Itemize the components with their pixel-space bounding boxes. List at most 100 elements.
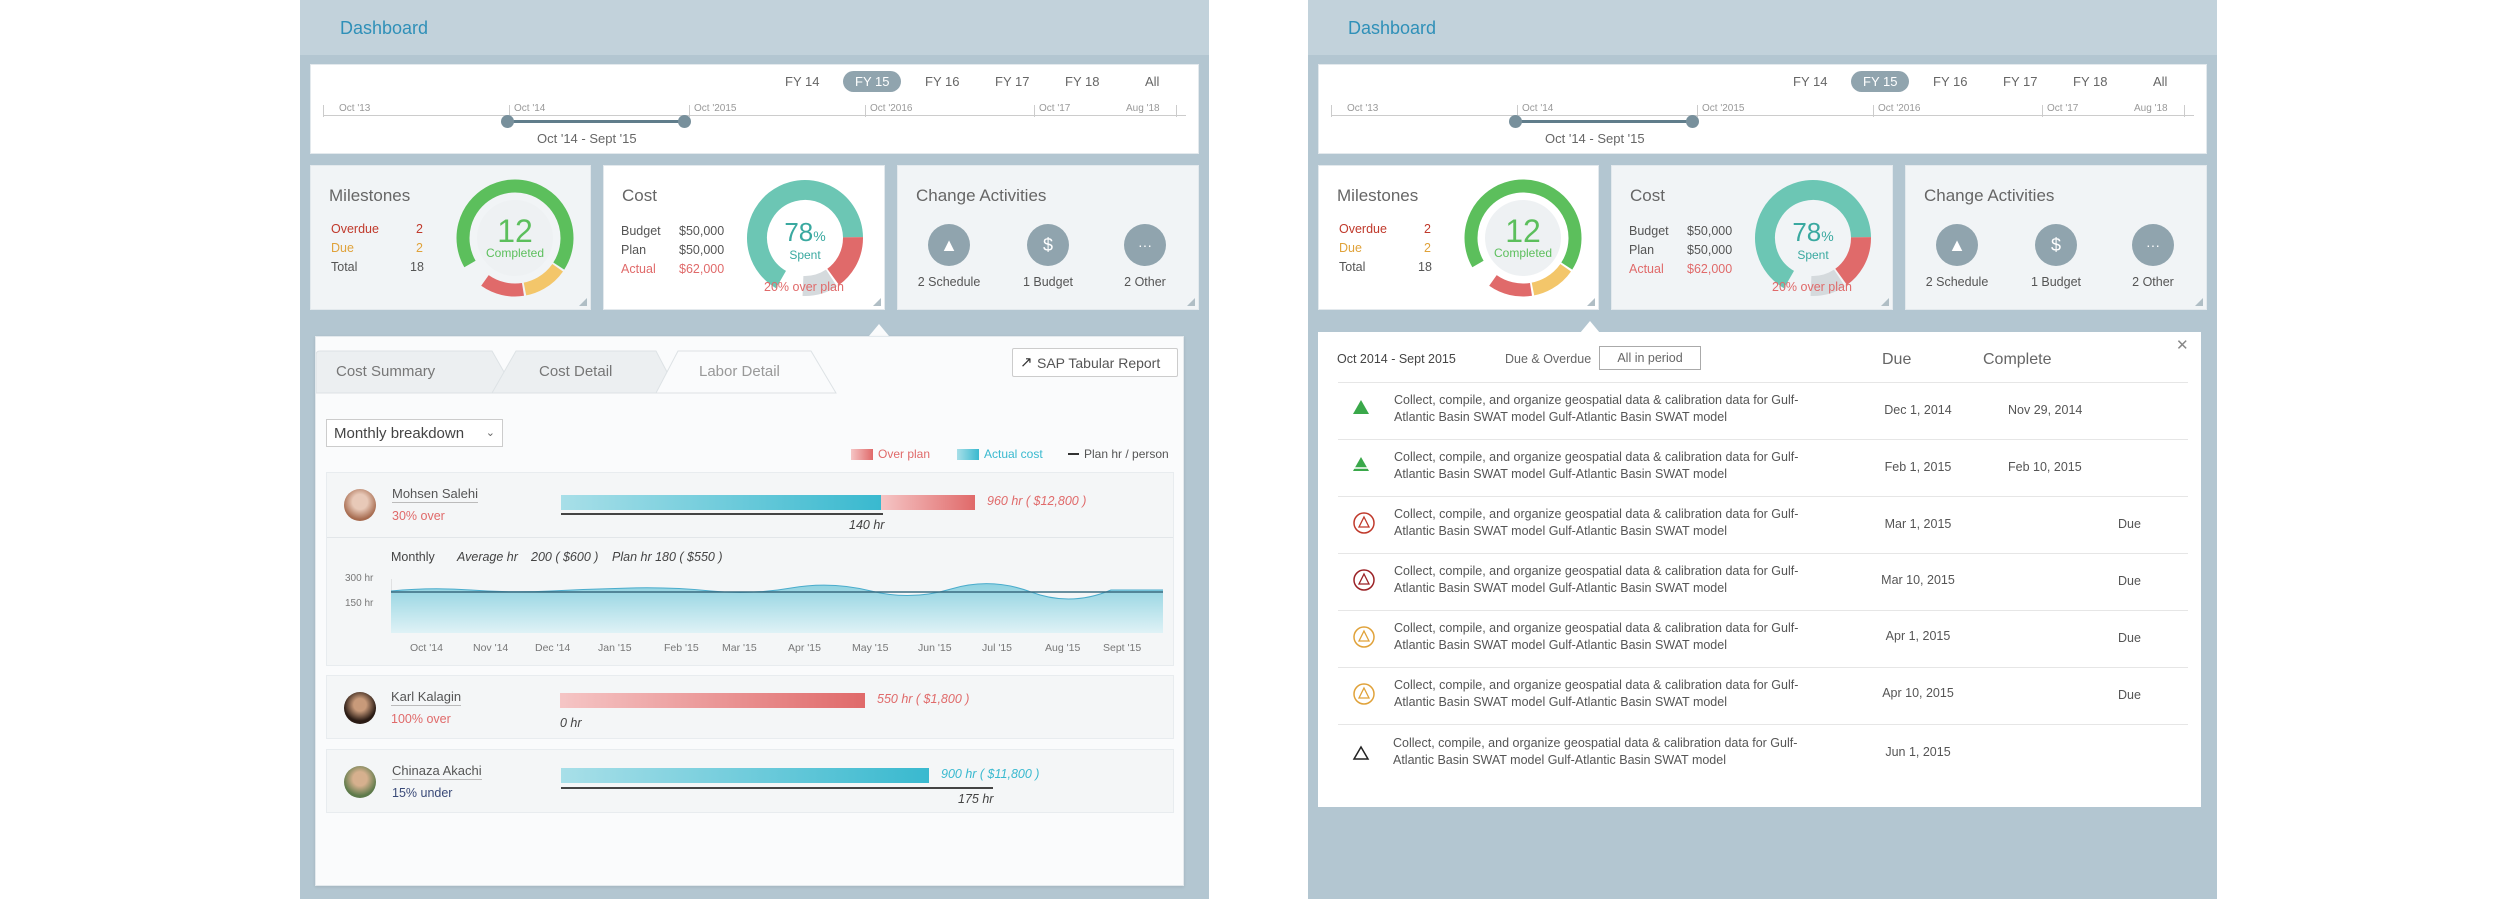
dashboard-panel-right: Dashboard FY 14 FY 15 FY 16 FY 17 FY 18 … xyxy=(1308,0,2217,899)
milestones-card[interactable]: Milestones Overdue 2 Due 2 Total 18 12 C… xyxy=(310,165,591,310)
tab-labor-detail[interactable]: Labor Detail xyxy=(699,363,780,380)
sap-button-label: SAP Tabular Report xyxy=(1037,355,1161,371)
complete-late-icon xyxy=(1353,457,1369,471)
triangles-icon[interactable]: ▲ xyxy=(1936,224,1978,266)
close-icon[interactable]: ✕ xyxy=(2176,337,2189,354)
fy-tab[interactable]: FY 18 xyxy=(2073,74,2108,89)
person-name[interactable]: Mohsen Salehi xyxy=(392,486,478,503)
milestone-description: Collect, compile, and organize geospatia… xyxy=(1393,736,1798,767)
column-header-due: Due xyxy=(1882,351,1912,368)
overdue-value: 2 xyxy=(416,222,423,236)
fy-tab-active[interactable]: FY 15 xyxy=(843,71,902,92)
milestones-card[interactable]: Milestones Overdue 2 Due 2 Total 18 12 C… xyxy=(1318,165,1599,310)
sap-tabular-report-button[interactable]: ↗ SAP Tabular Report xyxy=(1012,348,1178,377)
timeline-tick xyxy=(2184,105,2185,117)
divider xyxy=(1338,382,2188,383)
fy-tab[interactable]: FY 16 xyxy=(1933,74,1968,89)
card-expand-indicator xyxy=(2195,298,2203,306)
card-expand-indicator xyxy=(1187,298,1195,306)
timeline-handle-start[interactable] xyxy=(1509,115,1522,128)
filter-due-overdue[interactable]: Due & Overdue xyxy=(1505,352,1592,366)
plan-value: $50,000 xyxy=(679,243,725,257)
fy-tab[interactable]: FY 17 xyxy=(2003,74,2038,89)
fy-tab[interactable]: FY 17 xyxy=(995,74,1030,89)
chevron-down-icon: ⌄ xyxy=(485,427,495,439)
person-name[interactable]: Karl Kalagin xyxy=(391,689,462,706)
milestones-completed-label: Completed xyxy=(1493,246,1553,260)
ellipsis-icon[interactable]: ··· xyxy=(2132,224,2174,266)
fy-tab-active[interactable]: FY 15 xyxy=(1851,71,1910,92)
timeline-tick xyxy=(1873,105,1874,117)
milestone-row[interactable]: Collect, compile, and organize geospatia… xyxy=(1338,440,2188,497)
actual-value: $62,000 xyxy=(679,262,725,276)
milestones-completed-value: 12 xyxy=(1505,213,1541,249)
tab-cost-detail[interactable]: Cost Detail xyxy=(539,363,613,380)
timeline-selection xyxy=(1515,120,1693,123)
person-name[interactable]: Chinaza Akachi xyxy=(392,763,482,780)
fy-tab[interactable]: FY 18 xyxy=(1065,74,1100,89)
cost-card[interactable]: Cost Budget $50,000 Plan $50,000 Actual … xyxy=(603,165,885,310)
fy-tab[interactable]: FY 14 xyxy=(785,74,820,89)
avatar xyxy=(344,692,376,724)
actual-cost-bar xyxy=(561,768,929,783)
milestone-row[interactable]: Collect, compile, and organize geospatia… xyxy=(1338,554,2188,611)
total-value: 18 xyxy=(410,260,424,274)
person-row-expanded[interactable]: Mohsen Salehi 30% over 960 hr ( $12,800 … xyxy=(326,472,1174,666)
milestone-due: Dec 1, 2014 xyxy=(1884,403,1952,417)
milestone-row[interactable]: Collect, compile, and organize geospatia… xyxy=(1338,725,2188,782)
timeline-selection xyxy=(507,120,685,123)
due-icon xyxy=(1353,626,1375,648)
timeline-handle-end[interactable] xyxy=(678,115,691,128)
over-plan-bar xyxy=(560,693,865,708)
change-schedule-label: 2 Schedule xyxy=(917,275,981,289)
fy-tab[interactable]: FY 14 xyxy=(1793,74,1828,89)
milestones-title: Milestones xyxy=(1337,186,1419,205)
timeline: FY 14 FY 15 FY 16 FY 17 FY 18 All Oct '1… xyxy=(1318,64,2207,154)
change-activities-card[interactable]: Change Activities ▲ 2 Schedule $ 1 Budge… xyxy=(897,165,1199,310)
cost-card[interactable]: Cost Budget $50,000 Plan $50,000 Actual … xyxy=(1611,165,1893,310)
person-row[interactable]: Karl Kalagin 100% over 550 hr ( $1,800 )… xyxy=(326,675,1174,739)
dollar-icon[interactable]: $ xyxy=(1027,224,1069,266)
dashboard-title: Dashboard xyxy=(1308,0,2217,55)
timeline-tick xyxy=(1331,105,1332,117)
filter-all-in-period[interactable]: All in period xyxy=(1599,346,1701,370)
month-label: Aug '15 xyxy=(1045,642,1081,654)
timeline-handle-start[interactable] xyxy=(501,115,514,128)
timeline-tick-label: Oct '2016 xyxy=(1878,103,1921,114)
milestone-due: Mar 1, 2015 xyxy=(1884,517,1952,531)
milestone-row[interactable]: Collect, compile, and organize geospatia… xyxy=(1338,668,2188,725)
breakdown-select[interactable]: Monthly breakdown ⌄ xyxy=(326,419,503,447)
timeline-handle-end[interactable] xyxy=(1686,115,1699,128)
person-status: 100% over xyxy=(391,712,451,726)
fy-tab[interactable]: FY 16 xyxy=(925,74,960,89)
total-label: Total xyxy=(1339,260,1366,274)
timeline-tick-label: Oct '2016 xyxy=(870,103,913,114)
change-budget-label: 1 Budget xyxy=(1022,275,1074,289)
dollar-icon[interactable]: $ xyxy=(2035,224,2077,266)
total-value: 18 xyxy=(1418,260,1432,274)
overdue-label: Overdue xyxy=(1339,222,1387,236)
timeline-tick-label: Oct '2015 xyxy=(1702,103,1745,114)
ellipsis-icon[interactable]: ··· xyxy=(1124,224,1166,266)
milestone-row[interactable]: Collect, compile, and organize geospatia… xyxy=(1338,611,2188,668)
tab-cost-summary[interactable]: Cost Summary xyxy=(336,363,436,380)
milestone-description: Collect, compile, and organize geospatia… xyxy=(1394,678,1799,709)
milestones-completed-label: Completed xyxy=(485,246,545,260)
fy-tab[interactable]: All xyxy=(1145,74,1160,89)
fy-tab[interactable]: All xyxy=(2153,74,2168,89)
timeline-tick-label: Oct '14 xyxy=(514,103,546,114)
due-value: 2 xyxy=(416,241,423,255)
legend-over-plan: Over plan xyxy=(878,447,931,461)
detail-pointer xyxy=(1580,321,1600,333)
change-schedule-label: 2 Schedule xyxy=(1925,275,1989,289)
cost-spent-value: 78% xyxy=(784,217,826,247)
change-activities-card[interactable]: Change Activities ▲ 2 Schedule $ 1 Budge… xyxy=(1905,165,2207,310)
monthly-area-chart xyxy=(391,579,1163,633)
triangles-icon[interactable]: ▲ xyxy=(928,224,970,266)
person-row[interactable]: Chinaza Akachi 15% under 900 hr ( $11,80… xyxy=(326,749,1174,813)
month-label: May '15 xyxy=(852,642,889,654)
timeline-track xyxy=(323,115,1186,116)
milestone-row[interactable]: Collect, compile, and organize geospatia… xyxy=(1338,383,2188,440)
milestone-row[interactable]: Collect, compile, and organize geospatia… xyxy=(1338,497,2188,554)
due-label: Due xyxy=(1339,241,1362,255)
